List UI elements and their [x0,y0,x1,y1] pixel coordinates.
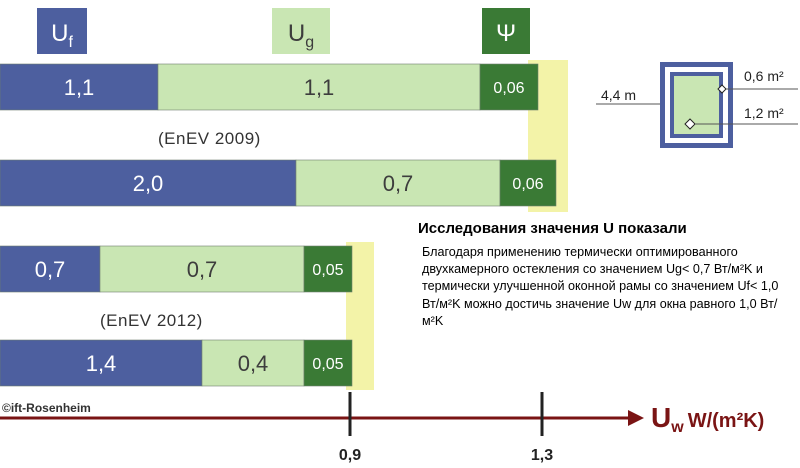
x-axis-label: Uw W/(m²K) [651,402,764,436]
header-ug-label: Ug [288,20,314,51]
bottom-area-label: 1,2 m² [744,105,784,121]
bottom-area-marker-icon [684,118,696,130]
bar-segment-uf [0,245,101,293]
findings-title: Исследования значения U показали [418,220,687,237]
bar-segment-uf [0,339,203,387]
bar-segment-ug [157,63,481,111]
bar-value-label: 0,7 [35,257,66,282]
bar-value-label: 0,05 [312,356,343,373]
header-uf-label: Uf [51,20,73,51]
top-area-marker-icon [717,84,727,94]
bar-segment-psi [303,245,353,293]
bar-value-label: 1,1 [64,75,95,100]
bar-segment-psi [499,159,557,207]
bar-value-label: 0,7 [383,171,414,196]
bar-value-label: 0,06 [493,80,524,97]
header-psi-box [482,8,530,54]
findings-body: Благодаря применению термически оптимиро… [422,245,779,328]
bar-value-label: 0,05 [312,262,343,279]
bar-segment-uf [0,63,159,111]
header-ug-box [272,8,330,54]
group-label-enev-2012: (EnEV 2012) [100,311,203,330]
group-label-enev-2009: (EnEV 2009) [158,129,261,148]
x-axis-arrow-icon [628,410,644,426]
bar-segment-ug [201,339,305,387]
header-ug: Ug [272,8,330,54]
header-uf-box [37,8,87,54]
bar-segment-uf [0,159,297,207]
header-psi-label: Ψ [496,20,516,47]
bar-segment-ug [295,159,501,207]
x-tick-label: 0,9 [339,447,361,464]
bar-segment-ug [99,245,305,293]
copyright: ©ift-Rosenheim [2,401,91,415]
bar-value-label: 2,0 [133,171,164,196]
x-axis-ticks: 0,9 1,3 [339,392,553,464]
x-tick-label: 1,3 [531,447,553,464]
window-diagram: 4,4 m 0,6 m² 1,2 m² [596,62,798,148]
bar-value-label: 0,06 [512,176,543,193]
header-uf: Uf [37,8,87,54]
perimeter-label: 4,4 m [601,87,636,103]
bar-value-label: 0,4 [238,351,269,376]
bar-segment-psi [303,339,353,387]
bar-segment-psi [479,63,539,111]
bars: 1,1 1,1 0,06 2,0 0,7 0,06 0,7 0,7 0,05 1,4 0,4 0,05 [0,63,557,387]
findings-note: Исследования значения U показали Благода… [418,220,798,330]
window-glass [674,76,719,134]
header-psi: Ψ [482,8,530,54]
bar-value-label: 1,4 [86,351,117,376]
bar-value-label: 1,1 [304,75,335,100]
bar-value-label: 0,7 [187,257,218,282]
top-area-label: 0,6 m² [744,68,784,84]
